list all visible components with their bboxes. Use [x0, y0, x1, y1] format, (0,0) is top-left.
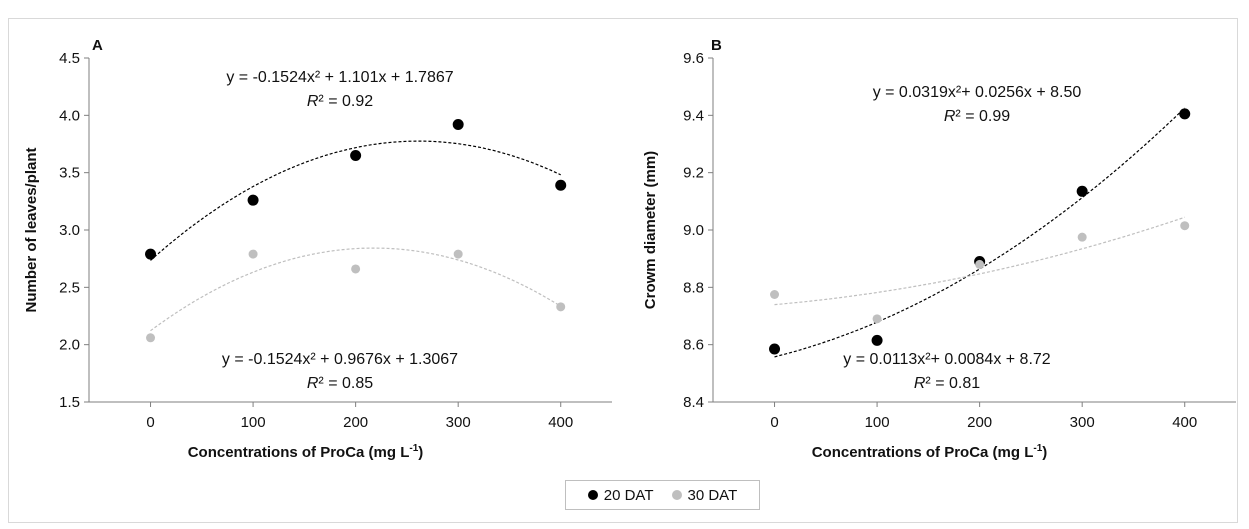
y-axis-title: Number of leaves/plant	[23, 147, 40, 312]
data-point-20dat	[769, 343, 781, 355]
r2-label: R² = 0.81	[914, 375, 980, 392]
legend-marker-30dat	[671, 490, 682, 500]
y-tick-label: 8.6	[683, 337, 704, 354]
panel-b: 8.4 8.6 8.8 9.0 9.2 9.4 9.6 0 100 200 300 400 Concen…	[642, 37, 1236, 461]
legend: 20 DAT 30 DAT	[565, 480, 760, 510]
x-tick-label: 300	[1070, 414, 1095, 431]
x-tick-label: 400	[1172, 414, 1197, 431]
trendline-30dat	[150, 247, 562, 332]
y-tick-label: 2.5	[59, 279, 80, 296]
y-tick-label: 9.2	[683, 165, 704, 182]
data-point-20dat	[452, 119, 464, 131]
legend-label-30dat: 30 DAT	[687, 486, 738, 504]
panel-letter: B	[711, 37, 722, 54]
x-tick-label: 200	[343, 414, 368, 431]
x-tick-label: 100	[865, 414, 890, 431]
trendline-20dat	[774, 107, 1186, 358]
data-point-20dat	[1076, 185, 1088, 197]
data-point-30dat	[556, 302, 566, 312]
data-point-20dat	[350, 149, 362, 161]
y-tick-label: 9.0	[683, 222, 704, 239]
x-tick-label: 0	[770, 414, 778, 431]
x-axis-title: Concentrations of ProCa (mg L-1)	[812, 443, 1048, 461]
data-point-30dat	[770, 290, 780, 299]
y-tick-label: 3.0	[59, 222, 80, 239]
legend-marker-20dat	[587, 490, 598, 500]
legend-item-30dat: 30 DAT	[671, 486, 738, 504]
data-point-20dat	[247, 194, 259, 206]
data-point-30dat	[453, 249, 463, 259]
data-point-30dat	[1077, 232, 1087, 242]
data-point-20dat	[555, 179, 567, 191]
data-point-30dat	[248, 249, 258, 259]
equation-label: y = -0.1524x² + 0.9676x + 1.3067	[222, 351, 458, 368]
y-tick-label: 9.6	[683, 50, 704, 67]
data-point-30dat	[975, 259, 985, 269]
equation-label: y = 0.0113x²+ 0.0084x + 8.72	[843, 351, 1051, 368]
legend-label-20dat: 20 DAT	[603, 486, 654, 504]
data-point-30dat	[351, 264, 361, 274]
legend-item-20dat: 20 DAT	[587, 486, 654, 504]
y-tick-label: 8.4	[683, 394, 704, 411]
y-tick-label: 8.8	[683, 279, 704, 296]
data-point-20dat	[1179, 108, 1191, 120]
y-tick-label: 9.4	[683, 107, 704, 124]
x-tick-label: 300	[446, 414, 471, 431]
data-point-20dat	[145, 248, 157, 260]
panel-a: 1.5 2.0 2.5 3.0 3.5 4.0 4.5 0 100 200 300 400 Concen…	[23, 37, 612, 461]
equation-label: y = -0.1524x² + 1.101x + 1.7867	[226, 69, 453, 86]
equation-label: y = 0.0319x²+ 0.0256x + 8.50	[873, 84, 1082, 101]
y-tick-label: 4.5	[59, 50, 80, 67]
figure-frame	[8, 18, 1238, 523]
data-point-30dat	[1180, 221, 1190, 231]
r2-label: R² = 0.85	[307, 375, 373, 392]
x-axis-title: Concentrations of ProCa (mg L-1)	[188, 443, 424, 461]
x-tick-label: 200	[967, 414, 992, 431]
x-tick-label: 0	[146, 414, 154, 431]
data-point-30dat	[872, 314, 882, 324]
r2-label: R² = 0.99	[944, 108, 1010, 125]
trendline-20dat	[150, 140, 561, 261]
y-axis-title: Crowm diameter (mm)	[642, 151, 659, 309]
trendline-30dat	[774, 216, 1185, 306]
x-tick-label: 100	[241, 414, 266, 431]
panel-letter: A	[92, 37, 103, 54]
r2-label: R² = 0.92	[307, 93, 373, 110]
data-point-30dat	[146, 333, 156, 343]
y-tick-label: 3.5	[59, 165, 80, 182]
x-tick-label: 400	[548, 414, 573, 431]
y-tick-label: 2.0	[59, 337, 80, 354]
y-tick-label: 1.5	[59, 394, 80, 411]
data-point-20dat	[871, 334, 883, 346]
y-tick-label: 4.0	[59, 107, 80, 124]
